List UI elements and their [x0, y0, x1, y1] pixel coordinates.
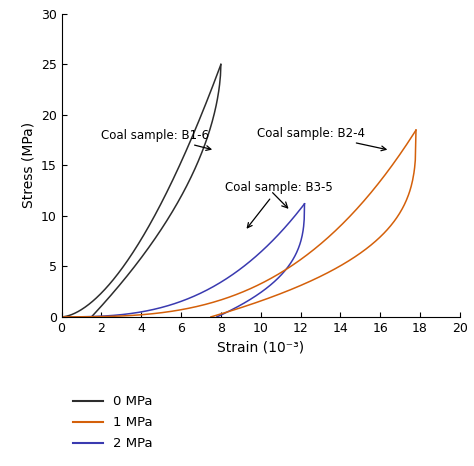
Text: Coal sample: B3-5: Coal sample: B3-5	[225, 181, 333, 228]
Text: Coal sample: B1-6: Coal sample: B1-6	[101, 129, 211, 151]
Y-axis label: Stress (MPa): Stress (MPa)	[21, 123, 36, 208]
X-axis label: Strain (10⁻³): Strain (10⁻³)	[217, 340, 304, 354]
Text: Coal sample: B2-4: Coal sample: B2-4	[257, 127, 386, 151]
Legend: 0 MPa, 1 MPa, 2 MPa: 0 MPa, 1 MPa, 2 MPa	[68, 390, 158, 455]
